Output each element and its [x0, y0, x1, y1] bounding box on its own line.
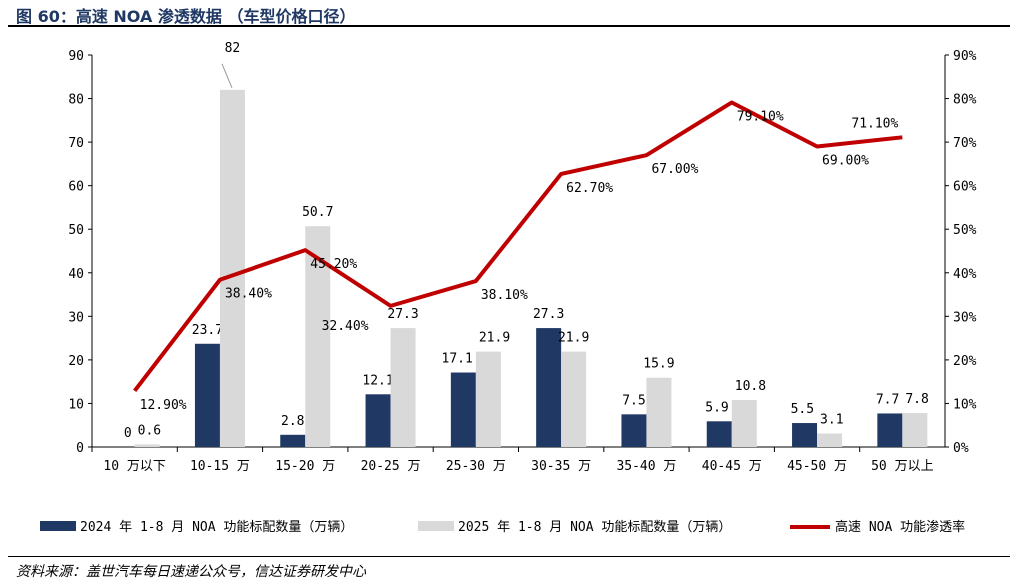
x-tick-label: 10 万以下 — [103, 459, 165, 474]
x-tick-label: 10-15 万 — [190, 459, 250, 474]
x-tick-label: 15-20 万 — [275, 459, 335, 474]
bar-2024 — [706, 421, 732, 447]
legend-label-line: 高速 NOA 功能渗透率 — [835, 519, 965, 535]
y-tick-label: 0 — [76, 441, 84, 456]
bar-2025 — [817, 433, 843, 447]
bar-2024 — [194, 343, 220, 447]
y2-tick-label: 60% — [953, 180, 977, 195]
bar-2025 — [475, 351, 501, 447]
bar-2025 — [219, 89, 245, 447]
y2-tick-label: 10% — [953, 397, 977, 412]
bar-data-label: 7.5 — [622, 393, 645, 408]
bar-data-label: 12.1 — [362, 373, 393, 388]
penetration-line — [133, 100, 903, 393]
line-data-label: 45.20% — [310, 257, 357, 272]
bar-data-label: 23.7 — [192, 323, 223, 338]
line-data-label: 69.00% — [822, 153, 869, 168]
bar-data-label: 21.9 — [479, 331, 510, 346]
legend-swatch-2025 — [418, 521, 454, 531]
y2-tick-label: 30% — [953, 310, 977, 325]
source-divider — [8, 556, 1010, 557]
bar-data-label: 82 — [225, 41, 241, 56]
x-tick-label: 40-45 万 — [702, 459, 762, 474]
bar-data-label: 7.8 — [905, 392, 928, 407]
bar-2025 — [134, 444, 160, 447]
line-data-label: 38.10% — [481, 288, 528, 303]
line-data-label: 32.40% — [322, 319, 369, 334]
figure-title: 图 60：高速 NOA 渗透数据 （车型价格口径） — [16, 7, 356, 26]
bar-data-label: 2.8 — [281, 414, 304, 429]
bar-data-label: 0 — [124, 426, 132, 441]
x-tick-label: 25-30 万 — [446, 459, 506, 474]
y-tick-label: 70 — [68, 136, 84, 151]
bar-2025 — [390, 328, 416, 447]
x-tick-label: 45-50 万 — [787, 459, 847, 474]
line-data-label: 38.40% — [225, 287, 272, 302]
bar-2025 — [646, 377, 672, 447]
y2-tick-label: 0% — [953, 441, 969, 456]
bar-data-label: 17.1 — [442, 352, 473, 367]
bar-data-label: 3.1 — [820, 412, 843, 427]
bar-data-label: 50.7 — [302, 205, 333, 220]
bar-2024 — [621, 414, 647, 447]
y-tick-label: 80 — [68, 93, 84, 108]
bar-2024 — [365, 394, 391, 447]
line-data-label: 62.70% — [566, 181, 613, 196]
y-tick-label: 90 — [68, 49, 84, 64]
y2-tick-label: 20% — [953, 354, 977, 369]
line-data-label: 67.00% — [651, 162, 698, 177]
bar-data-label: 5.5 — [791, 402, 814, 417]
bar-data-label: 27.3 — [533, 307, 564, 322]
y-tick-label: 60 — [68, 180, 84, 195]
bar-2025 — [561, 351, 587, 447]
x-tick-label: 20-25 万 — [361, 459, 421, 474]
y-tick-label: 30 — [68, 310, 84, 325]
legend-label-2025: 2025 年 1-8 月 NOA 功能标配数量（万辆） — [458, 520, 731, 535]
line-data-label: 79.10% — [737, 109, 784, 124]
bar-data-label: 10.8 — [735, 379, 766, 394]
line-data-label: 12.90% — [140, 398, 187, 413]
y-tick-label: 20 — [68, 354, 84, 369]
bar-data-label: 7.7 — [876, 392, 899, 407]
legend-swatch-2024 — [40, 521, 76, 531]
x-tick-label: 30-35 万 — [531, 459, 591, 474]
y2-tick-label: 80% — [953, 93, 977, 108]
y2-tick-label: 70% — [953, 136, 977, 151]
y2-tick-label: 40% — [953, 267, 977, 282]
line-data-label: 71.10% — [851, 116, 898, 131]
x-tick-label: 35-40 万 — [616, 459, 676, 474]
bar-data-label: 15.9 — [643, 357, 674, 372]
bar-2024 — [450, 372, 476, 447]
bar-2025 — [902, 413, 928, 447]
bar-2025 — [731, 399, 757, 447]
source-note: 资料来源：盖世汽车每日速递公众号，信达证券研发中心 — [16, 564, 366, 580]
bar-2024 — [280, 434, 306, 447]
y2-tick-label: 90% — [953, 49, 977, 64]
bar-data-label: 27.3 — [387, 307, 418, 322]
y-tick-label: 10 — [68, 397, 84, 412]
bar-data-label: 5.9 — [705, 400, 728, 415]
bar-data-label: 0.6 — [138, 423, 161, 438]
y-tick-label: 50 — [68, 223, 84, 238]
label-leader-line — [221, 63, 233, 89]
title-divider — [8, 25, 1010, 27]
bar-data-label: 21.9 — [558, 331, 589, 346]
x-tick-label: 50 万以上 — [871, 459, 933, 474]
y2-tick-label: 50% — [953, 223, 977, 238]
bar-2024 — [792, 423, 818, 447]
legend-label-2024: 2024 年 1-8 月 NOA 功能标配数量（万辆） — [80, 520, 353, 535]
bar-2024 — [536, 328, 562, 447]
chart: 0 10 20 30 40 50 60 70 80 90 0% 10% 20% 30% 40% 50% 60% 7… — [40, 41, 977, 535]
bar-2024 — [877, 413, 903, 447]
y-tick-label: 40 — [68, 267, 84, 282]
